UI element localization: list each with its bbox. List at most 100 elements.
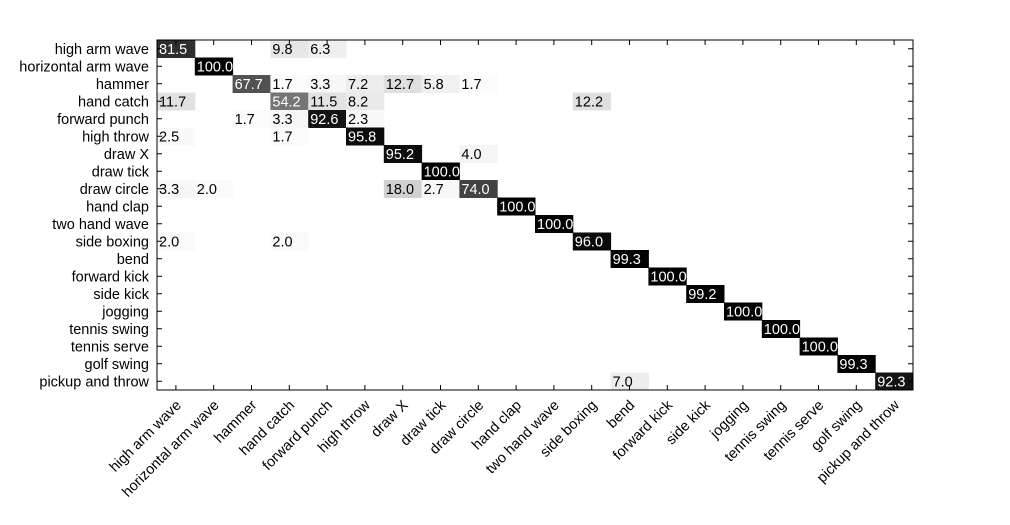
y-label-side-boxing: side boxing <box>76 234 149 250</box>
heatmap-cell <box>799 337 838 356</box>
heatmap-cell <box>270 127 309 146</box>
heatmap-cell <box>308 75 347 93</box>
y-label-bend: bend <box>117 252 149 268</box>
y-label-draw-circle: draw circle <box>80 182 149 198</box>
heatmap-cell <box>383 75 423 93</box>
cell-value-label: 18.0 <box>386 182 414 198</box>
cell-value-label: 100.0 <box>726 304 762 320</box>
heatmap-cell <box>346 75 385 93</box>
cell-value-label: 100.0 <box>197 59 233 75</box>
cell-value-label: 11.7 <box>159 94 186 110</box>
heatmap-cell <box>194 180 234 198</box>
heatmap-cell <box>157 40 196 58</box>
heatmap-cell <box>497 197 536 216</box>
y-label-jogging: jogging <box>101 304 149 320</box>
cell-value-label: 99.2 <box>688 287 716 303</box>
cell-value-label: 8.2 <box>348 94 368 110</box>
y-label-two-hand-wave: two hand wave <box>52 217 149 233</box>
cell-value-label: 11.5 <box>310 94 337 110</box>
heatmap-cell <box>383 180 423 198</box>
heatmap-cell <box>535 215 574 233</box>
cell-value-label: 67.7 <box>235 77 263 93</box>
cell-value-label: 1.7 <box>461 77 481 93</box>
cell-value-label: 95.8 <box>348 129 376 145</box>
heatmap-cell <box>232 110 271 128</box>
y-label-pickup-and-throw: pickup and throw <box>39 374 149 390</box>
heatmap-cell <box>308 92 347 111</box>
cell-value-label: 99.3 <box>839 357 867 373</box>
x-label-bend: bend <box>604 398 638 432</box>
heatmap-cell <box>194 57 234 76</box>
cell-value-label: 2.0 <box>159 234 179 250</box>
cell-value-label: 9.8 <box>272 42 292 58</box>
heatmap-cell <box>308 110 347 128</box>
heatmap-cell <box>837 355 876 373</box>
heatmap-cell <box>459 180 498 198</box>
heatmap-cell <box>346 110 385 128</box>
cell-value-label: 92.6 <box>310 112 338 128</box>
heatmap-cell <box>270 110 309 128</box>
cell-value-label: 54.2 <box>272 94 300 110</box>
cell-value-label: 5.8 <box>424 77 444 93</box>
cell-value-label: 100.0 <box>424 164 460 180</box>
cell-value-label: 7.0 <box>613 374 633 390</box>
cell-value-label: 100.0 <box>802 339 838 355</box>
heatmap-cell <box>572 232 612 251</box>
cell-value-label: 1.7 <box>235 112 255 128</box>
heatmap-cell <box>383 145 423 163</box>
heatmap-cell <box>724 302 763 321</box>
heatmap-cell <box>157 180 196 198</box>
heatmap-cell <box>648 267 687 286</box>
cell-value-label: 2.0 <box>272 234 292 250</box>
heatmap-cell <box>270 232 309 251</box>
y-label-hand-clap: hand clap <box>86 199 149 215</box>
heatmap-cell <box>610 372 649 391</box>
cell-value-label: 100.0 <box>537 217 573 233</box>
y-label-high-throw: high throw <box>82 129 149 145</box>
cell-value-label: 96.0 <box>575 234 603 250</box>
y-label-high-arm-wave: high arm wave <box>55 42 149 58</box>
cell-value-label: 95.2 <box>386 147 414 163</box>
cell-value-label: 12.7 <box>386 77 414 93</box>
y-label-hammer: hammer <box>96 77 149 93</box>
cell-value-label: 3.3 <box>272 112 292 128</box>
heatmap-cell <box>346 127 385 146</box>
heatmap-cell <box>421 180 460 198</box>
heatmap-cell <box>610 250 649 268</box>
y-label-draw-x: draw X <box>104 147 149 163</box>
heatmap-cell <box>232 75 271 93</box>
heatmap-cell <box>459 145 498 163</box>
heatmap-cell <box>421 162 460 181</box>
cell-value-label: 100.0 <box>499 199 535 215</box>
cell-value-label: 2.3 <box>348 112 368 128</box>
heatmap-cell <box>270 75 309 93</box>
y-label-tennis-swing: tennis swing <box>69 322 149 338</box>
cell-value-label: 6.3 <box>310 42 330 58</box>
y-label-hand-catch: hand catch <box>78 94 149 110</box>
heatmap-cell <box>270 92 309 111</box>
cell-value-label: 12.2 <box>575 94 603 110</box>
cell-value-label: 74.0 <box>461 182 489 198</box>
heatmap-cell <box>157 232 196 251</box>
heatmap-cell <box>308 40 347 58</box>
plot-frame <box>156 39 914 391</box>
heatmap-cell <box>875 372 914 391</box>
cell-value-label: 4.0 <box>461 147 481 163</box>
y-label-golf-swing: golf swing <box>85 357 149 373</box>
cell-value-label: 81.5 <box>159 42 187 58</box>
heatmap-cell <box>459 75 498 93</box>
cell-value-label: 2.7 <box>424 182 444 198</box>
heatmap-cell <box>157 92 196 111</box>
y-label-tennis-serve: tennis serve <box>71 339 149 355</box>
heatmap-cell <box>157 127 196 146</box>
cell-value-label: 99.3 <box>613 252 641 268</box>
cell-value-label: 100.0 <box>764 322 800 338</box>
axis-ticks <box>157 40 913 390</box>
heatmap-cell <box>686 285 725 303</box>
y-label-side-kick: side kick <box>93 287 149 303</box>
